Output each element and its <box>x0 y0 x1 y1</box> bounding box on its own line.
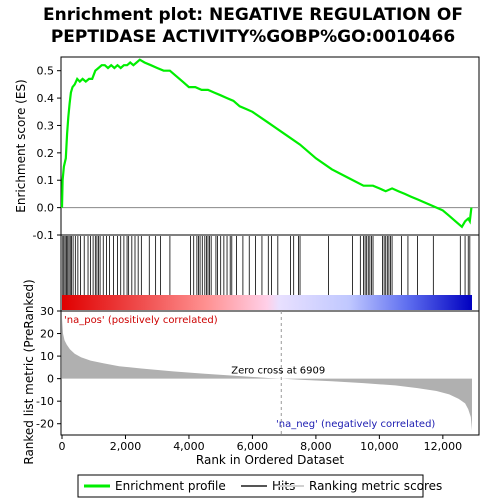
es-y-tick-label: 0.1 <box>37 174 55 187</box>
chart-title-line1: Enrichment plot: NEGATIVE REGULATION OF <box>43 5 463 25</box>
negative-correlation-label: 'na_neg' (negatively correlated) <box>276 419 435 430</box>
metric-y-tick-label: 20 <box>40 328 54 341</box>
x-tick-label: 12,000 <box>424 440 463 453</box>
metric-y-tick-label: -20 <box>36 418 54 431</box>
positive-correlation-label: 'na_pos' (positively correlated) <box>64 315 218 326</box>
x-tick-label: 8,000 <box>300 440 332 453</box>
es-y-tick-label: 0.5 <box>37 65 55 78</box>
metric-y-tick-label: -10 <box>36 395 54 408</box>
es-y-tick-label: 0.3 <box>37 119 55 132</box>
x-tick-label: 4,000 <box>173 440 205 453</box>
metric-y-tick-label: 10 <box>40 350 54 363</box>
es-plot-area <box>60 56 480 236</box>
x-tick-label: 0 <box>59 440 66 453</box>
metric-y-tick-label: 30 <box>40 305 54 318</box>
x-axis-label: Rank in Ordered Dataset <box>196 453 344 467</box>
ranking-metric-area <box>62 317 472 431</box>
metric-y-axis-label: Ranked list metric (PreRanked) <box>22 279 36 464</box>
zero-cross-label: Zero cross at 6909 <box>231 366 325 377</box>
x-tick-label: 6,000 <box>237 440 269 453</box>
legend-metric-label: Ranking metric scores <box>309 479 442 493</box>
x-tick-label: 10,000 <box>360 440 399 453</box>
x-tick-label: 2,000 <box>110 440 142 453</box>
es-y-axis-label: Enrichment score (ES) <box>14 79 28 212</box>
chart-title-line2: PEPTIDASE ACTIVITY%GOBP%GO:0010466 <box>51 27 455 47</box>
es-y-tick-label: 0.2 <box>37 147 55 160</box>
legend-enrichment-label: Enrichment profile <box>115 479 226 493</box>
metric-y-tick-label: 0 <box>47 373 54 386</box>
enrichment-profile-line <box>60 58 473 229</box>
rank-color-bar <box>62 295 472 310</box>
es-y-tick-label: -0.1 <box>33 229 54 242</box>
es-y-tick-label: 0.4 <box>37 92 55 105</box>
es-y-tick-label: 0.0 <box>37 202 55 215</box>
